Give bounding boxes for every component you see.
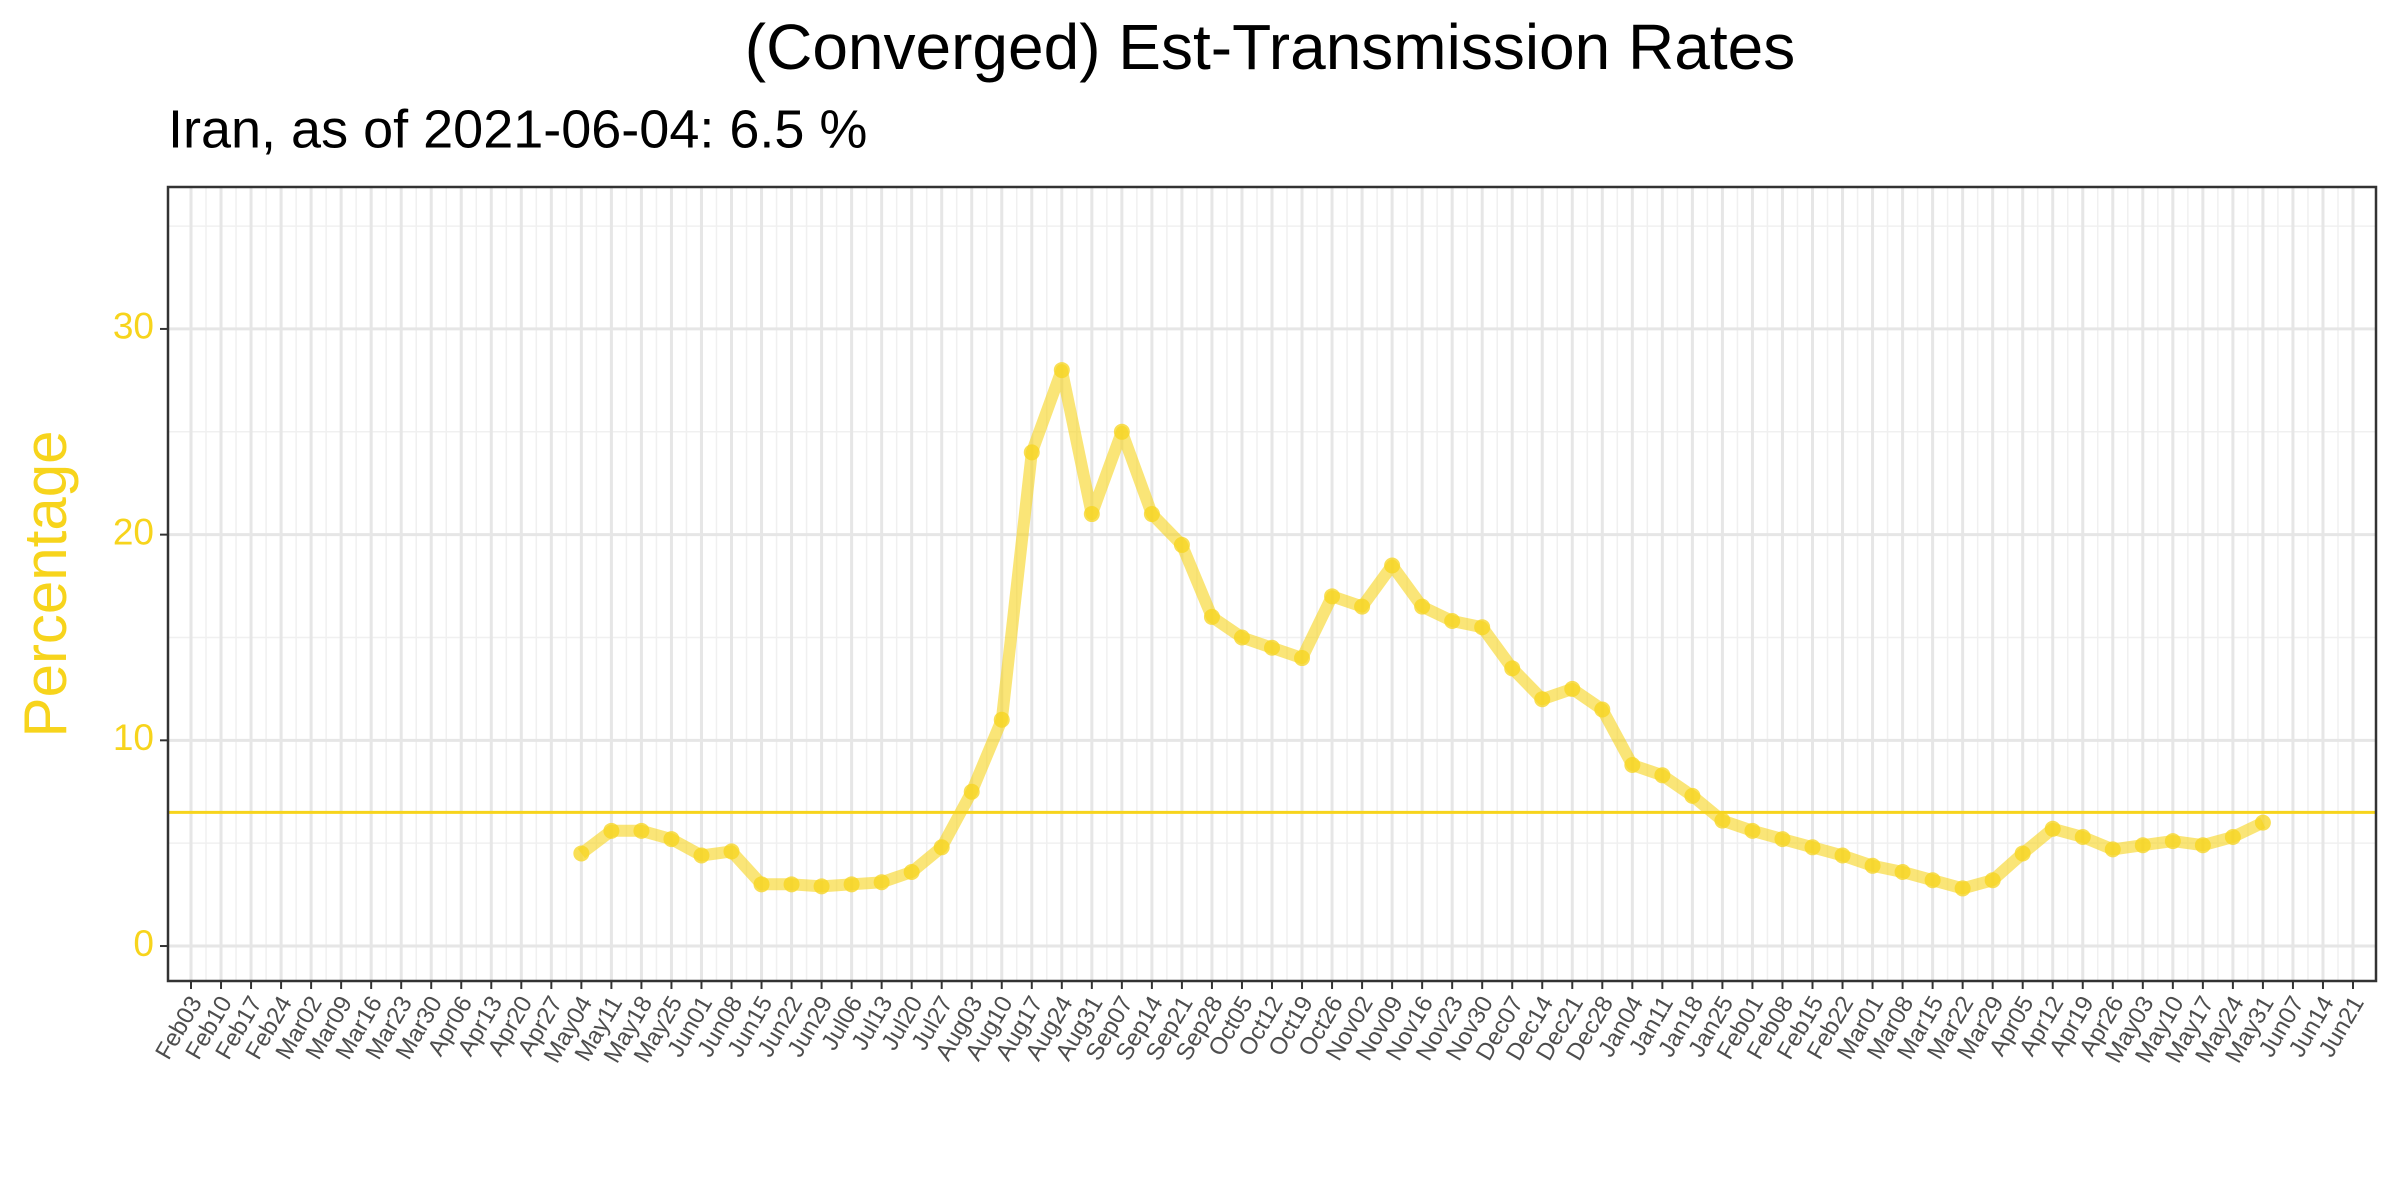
data-point — [1203, 608, 1220, 625]
data-point — [1564, 680, 1581, 697]
data-point — [2164, 833, 2181, 850]
data-point — [783, 876, 800, 893]
data-point — [2224, 829, 2241, 846]
data-point — [573, 845, 590, 862]
data-point — [1804, 839, 1821, 856]
data-point — [1654, 767, 1671, 784]
data-point — [843, 876, 860, 893]
data-point — [1594, 701, 1611, 718]
data-point — [723, 843, 740, 860]
data-point — [753, 876, 770, 893]
y-axis-label: Percentage — [12, 431, 79, 738]
data-point — [1354, 598, 1371, 615]
data-point — [1504, 660, 1521, 677]
data-point — [1384, 557, 1401, 574]
data-point — [1083, 506, 1100, 523]
data-point — [1954, 880, 1971, 897]
data-point — [933, 839, 950, 856]
data-point — [633, 822, 650, 839]
data-point — [1444, 613, 1461, 630]
data-point — [663, 831, 680, 848]
data-point — [1233, 629, 1250, 646]
data-point — [1864, 857, 1881, 874]
data-point — [1264, 639, 1280, 656]
data-point — [1774, 831, 1791, 848]
data-point — [1324, 588, 1341, 605]
data-point — [1534, 691, 1551, 708]
data-point — [963, 783, 980, 800]
data-point — [2134, 837, 2151, 854]
data-point — [1714, 812, 1731, 829]
data-point — [2074, 829, 2091, 846]
data-point — [813, 878, 830, 895]
data-point — [1414, 598, 1431, 615]
data-point — [993, 711, 1010, 728]
y-tick-label: 0 — [133, 923, 154, 964]
y-tick-label: 20 — [113, 511, 154, 552]
data-point — [1624, 757, 1641, 774]
data-point — [903, 863, 920, 880]
data-point — [2014, 845, 2031, 862]
data-point — [1143, 506, 1160, 523]
plot-border — [166, 185, 2378, 983]
data-point — [1113, 423, 1130, 440]
data-point — [1474, 619, 1491, 636]
data-point — [2254, 814, 2271, 831]
y-tick-label: 30 — [113, 306, 154, 347]
data-point — [1744, 822, 1761, 839]
data-point — [1984, 872, 2001, 889]
data-point — [1684, 787, 1701, 804]
data-point — [2044, 820, 2061, 837]
data-point — [1053, 362, 1070, 379]
data-point — [603, 822, 620, 839]
data-point — [873, 874, 890, 891]
data-point — [1173, 536, 1190, 553]
chart-subtitle: Iran, as of 2021-06-04: 6.5 % — [168, 99, 867, 159]
data-point — [1924, 872, 1941, 889]
data-point — [693, 847, 710, 864]
data-point — [2194, 837, 2211, 854]
data-point — [1834, 847, 1851, 864]
chart-title: (Converged) Est-Transmission Rates — [745, 11, 1795, 83]
y-tick-label: 10 — [113, 717, 154, 758]
data-point — [2104, 841, 2121, 858]
data-point — [1023, 444, 1040, 461]
data-point — [1294, 650, 1311, 667]
data-point — [1894, 863, 1911, 880]
